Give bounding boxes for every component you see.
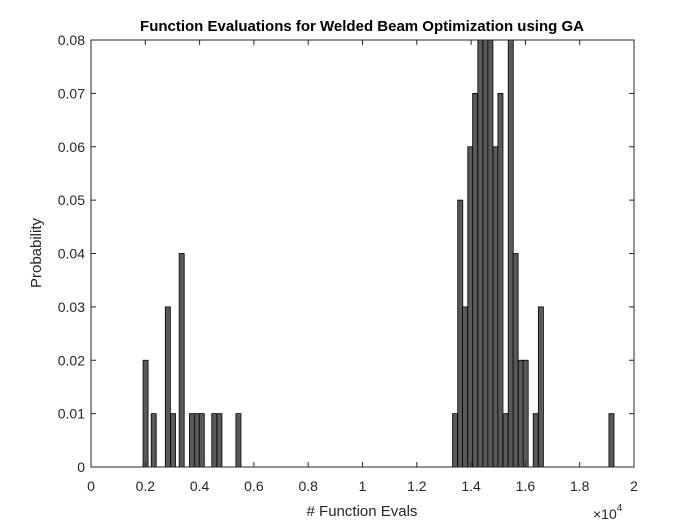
y-tick-label: 0 bbox=[77, 459, 85, 475]
x-axis-exponent-power: 4 bbox=[617, 503, 623, 514]
x-axis-exponent-base: ×10 bbox=[593, 506, 617, 522]
histogram-bar bbox=[472, 92, 479, 468]
histogram-bar bbox=[462, 306, 469, 468]
histogram-bar bbox=[502, 413, 509, 468]
histogram-bar bbox=[211, 413, 218, 468]
y-tick-label: 0.07 bbox=[58, 85, 85, 101]
histogram-bar bbox=[235, 413, 242, 468]
x-axis-label: # Function Evals bbox=[307, 503, 418, 520]
histogram-bar bbox=[477, 39, 484, 468]
histogram-bar bbox=[482, 39, 489, 468]
y-tick-label: 0.04 bbox=[58, 246, 85, 262]
histogram-bar bbox=[497, 92, 504, 468]
histogram-bar bbox=[608, 413, 615, 468]
x-tick-label: 0 bbox=[87, 478, 95, 494]
histogram-bar bbox=[467, 146, 474, 468]
histogram-bar bbox=[178, 253, 185, 468]
histogram-bar bbox=[452, 413, 459, 468]
x-tick-label: 0.2 bbox=[136, 478, 156, 494]
histogram-bar bbox=[457, 199, 464, 468]
histogram-bar bbox=[517, 359, 524, 468]
x-tick-label: 1.6 bbox=[516, 478, 536, 494]
y-tick-label: 0.03 bbox=[58, 299, 85, 315]
chart-title: Function Evaluations for Welded Beam Opt… bbox=[140, 18, 584, 35]
x-tick-label: 1.2 bbox=[407, 478, 427, 494]
x-tick-label: 2 bbox=[630, 478, 638, 494]
y-tick-label: 0.06 bbox=[58, 139, 85, 155]
histogram-bar bbox=[487, 39, 494, 468]
histogram-bar bbox=[507, 39, 514, 468]
x-tick-label: 0.8 bbox=[298, 478, 318, 494]
histogram-bar bbox=[142, 359, 149, 468]
histogram-bar bbox=[170, 413, 176, 468]
histogram-bar bbox=[198, 413, 205, 468]
histogram-bar bbox=[532, 413, 539, 468]
histogram-bar bbox=[537, 306, 544, 468]
x-tick-label: 0.4 bbox=[190, 478, 210, 494]
x-tick-label: 0.6 bbox=[244, 478, 264, 494]
y-axis-ticks: 0 0.01 0.02 0.03 0.04 0.05 0.06 0.07 0.08 bbox=[58, 32, 634, 475]
x-tick-label: 1.4 bbox=[461, 478, 481, 494]
histogram-bar bbox=[150, 413, 157, 468]
x-tick-label: 1 bbox=[359, 478, 367, 494]
histogram-bar bbox=[193, 413, 200, 468]
x-axis-ticks: 0 0.2 0.4 0.6 0.8 1 1.2 1.4 1.6 1.8 2 bbox=[87, 40, 638, 494]
x-tick-label: 1.8 bbox=[570, 478, 590, 494]
y-tick-label: 0.05 bbox=[58, 192, 85, 208]
y-axis-label: Probability bbox=[28, 217, 45, 288]
plot-area bbox=[91, 40, 634, 467]
y-tick-label: 0.02 bbox=[58, 352, 85, 368]
x-axis-exponent: ×104 bbox=[593, 503, 623, 522]
histogram-bar bbox=[522, 359, 529, 468]
histogram-bar bbox=[492, 146, 499, 468]
histogram-bar bbox=[189, 413, 195, 468]
histogram-bar bbox=[164, 306, 171, 468]
histogram-bar bbox=[512, 253, 519, 468]
y-tick-label: 0.08 bbox=[58, 32, 85, 48]
y-tick-label: 0.01 bbox=[58, 406, 85, 422]
histogram-bar bbox=[216, 413, 223, 468]
